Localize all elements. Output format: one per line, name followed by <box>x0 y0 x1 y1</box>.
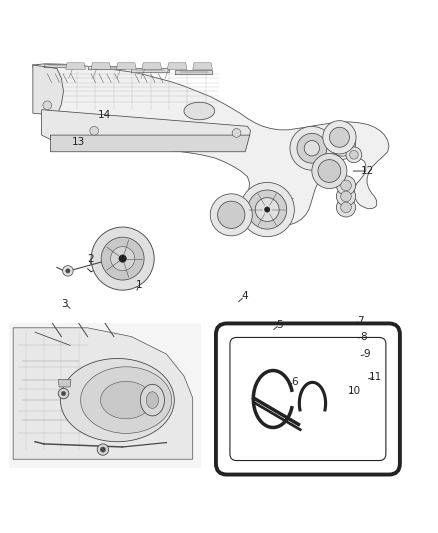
Text: 9: 9 <box>364 349 371 359</box>
Circle shape <box>341 202 351 213</box>
Text: 2: 2 <box>87 254 94 264</box>
Circle shape <box>323 120 356 154</box>
Circle shape <box>336 136 350 150</box>
Polygon shape <box>88 66 125 69</box>
Polygon shape <box>42 110 251 140</box>
Polygon shape <box>66 63 85 69</box>
Ellipse shape <box>81 367 172 433</box>
Ellipse shape <box>60 359 174 442</box>
Circle shape <box>91 227 154 290</box>
Circle shape <box>346 147 362 163</box>
Ellipse shape <box>184 102 215 120</box>
Circle shape <box>240 182 294 237</box>
Circle shape <box>58 388 69 399</box>
Polygon shape <box>13 328 193 459</box>
Circle shape <box>312 154 347 189</box>
Text: 12: 12 <box>361 166 374 176</box>
Circle shape <box>111 247 134 271</box>
Circle shape <box>350 150 358 159</box>
Text: 4: 4 <box>241 291 248 301</box>
Ellipse shape <box>146 392 159 408</box>
Circle shape <box>101 237 144 280</box>
Text: 10: 10 <box>347 386 360 397</box>
Text: 13: 13 <box>71 136 85 147</box>
Text: 5: 5 <box>276 320 283 330</box>
Circle shape <box>329 127 350 147</box>
Polygon shape <box>91 63 111 69</box>
Circle shape <box>90 126 99 135</box>
Circle shape <box>97 444 109 455</box>
Text: 14: 14 <box>98 110 111 120</box>
Circle shape <box>66 269 70 273</box>
Text: 6: 6 <box>291 377 298 387</box>
Circle shape <box>61 391 66 395</box>
Text: 11: 11 <box>369 372 382 382</box>
Circle shape <box>247 190 287 229</box>
Polygon shape <box>33 64 389 226</box>
Circle shape <box>232 128 241 138</box>
Circle shape <box>336 176 356 195</box>
Circle shape <box>341 191 351 201</box>
Circle shape <box>341 180 351 191</box>
Polygon shape <box>142 63 162 69</box>
Polygon shape <box>175 70 212 74</box>
Circle shape <box>255 198 279 222</box>
Circle shape <box>297 133 327 163</box>
Circle shape <box>210 194 252 236</box>
Ellipse shape <box>101 382 152 419</box>
Ellipse shape <box>140 384 164 416</box>
Circle shape <box>63 265 73 276</box>
Circle shape <box>304 141 320 156</box>
Circle shape <box>218 201 245 229</box>
Polygon shape <box>117 63 136 69</box>
Circle shape <box>119 255 127 262</box>
Text: 1: 1 <box>136 280 143 290</box>
Polygon shape <box>58 379 71 387</box>
Polygon shape <box>9 324 201 468</box>
Polygon shape <box>131 68 169 71</box>
Circle shape <box>336 198 356 217</box>
Polygon shape <box>50 135 250 152</box>
Text: 3: 3 <box>61 298 68 309</box>
Circle shape <box>318 159 341 182</box>
Text: 7: 7 <box>357 316 364 326</box>
Text: 8: 8 <box>360 332 367 342</box>
Polygon shape <box>193 63 212 69</box>
Circle shape <box>43 101 52 110</box>
Circle shape <box>290 126 334 170</box>
Polygon shape <box>167 63 187 69</box>
Circle shape <box>336 187 356 206</box>
Polygon shape <box>33 65 64 115</box>
Polygon shape <box>44 64 81 67</box>
Circle shape <box>100 447 106 452</box>
Circle shape <box>329 130 356 156</box>
Circle shape <box>265 207 270 212</box>
